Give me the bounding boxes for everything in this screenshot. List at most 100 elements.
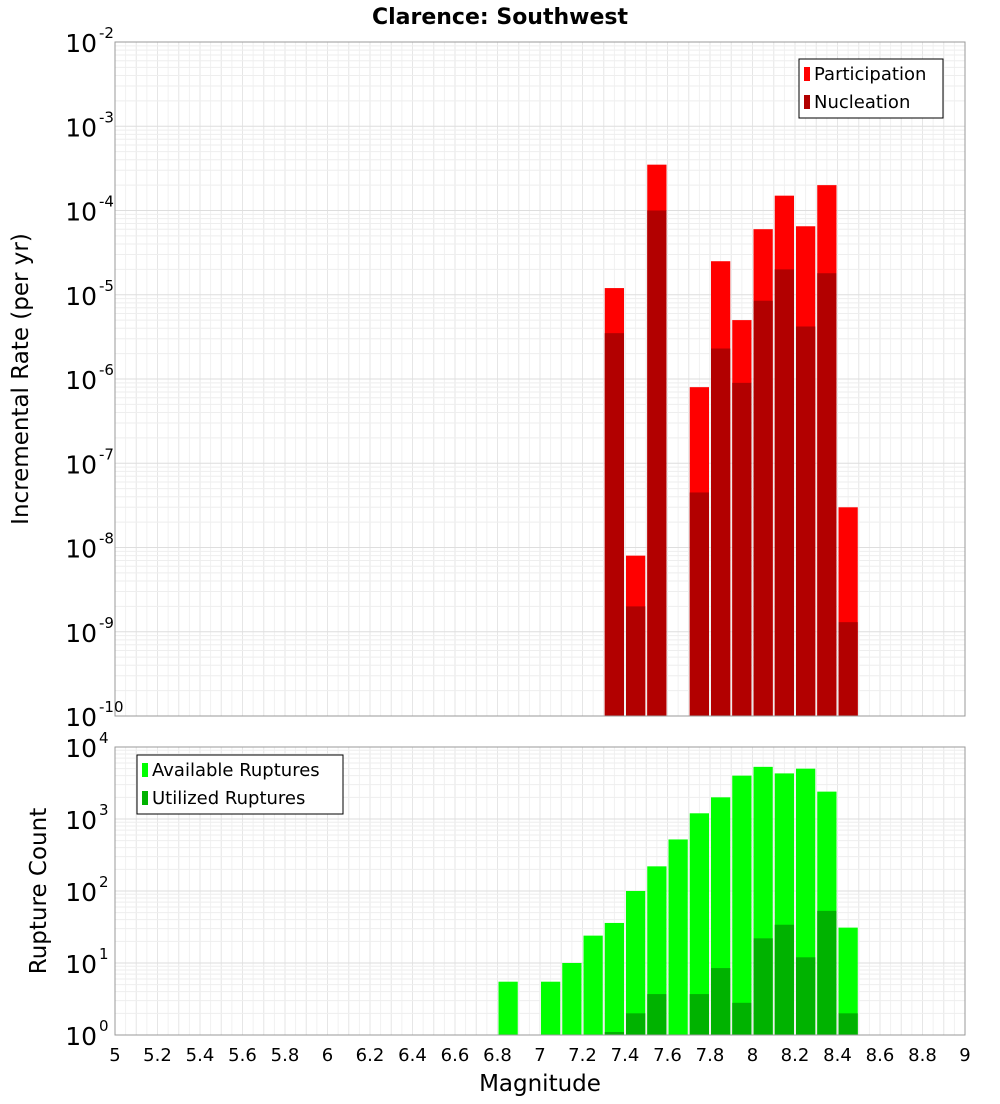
legend-swatch [142, 791, 148, 805]
x-tick-label: 6.2 [356, 1045, 385, 1066]
bar-available-ruptures [626, 891, 646, 1035]
y-tick-exponent: -10 [99, 698, 124, 716]
bar-available-ruptures [583, 935, 603, 1035]
y-tick-base: 10 [65, 366, 97, 395]
x-tick-label: 8.4 [823, 1045, 852, 1066]
bar-available-ruptures [604, 922, 624, 1035]
bar-available-ruptures [498, 981, 518, 1035]
legend-swatch [804, 95, 810, 109]
bar-nucleation [689, 492, 709, 716]
legend-box [136, 754, 344, 815]
legend-box [798, 58, 944, 119]
y-tick-base: 10 [65, 734, 97, 763]
legend-swatch [142, 763, 148, 777]
y-tick-exponent: 4 [99, 729, 109, 747]
bar-utilized-ruptures [796, 957, 816, 1035]
bar-available-ruptures [541, 981, 561, 1035]
legend-label: Available Ruptures [152, 760, 320, 781]
x-axis-label: Magnitude [479, 1071, 601, 1097]
y-tick-exponent: 3 [99, 801, 109, 819]
legend-1: Available Ruptures Utilized Ruptures [136, 754, 344, 815]
x-tick-label: 5.6 [228, 1045, 257, 1066]
bar-nucleation [626, 606, 646, 716]
x-tick-label: 8 [747, 1045, 758, 1066]
y-tick-exponent: -6 [99, 361, 114, 379]
y-tick-base: 10 [65, 29, 97, 58]
bar-available-ruptures [668, 839, 688, 1035]
bar-utilized-ruptures [711, 968, 731, 1035]
chart-title: Clarence: Southwest [372, 5, 629, 30]
bar-utilized-ruptures [838, 1013, 858, 1035]
bar-utilized-ruptures [753, 938, 773, 1035]
bar-available-ruptures [689, 813, 709, 1035]
y-tick-base: 10 [65, 950, 97, 979]
y-tick-base: 10 [65, 450, 97, 479]
y-tick-base: 10 [65, 198, 97, 227]
x-tick-label: 5.4 [186, 1045, 215, 1066]
legend-0: Participation Nucleation [798, 58, 944, 119]
bar-nucleation [838, 622, 858, 716]
bar-nucleation [647, 210, 667, 716]
x-tick-label: 7.2 [568, 1045, 597, 1066]
plot-frame-0 [114, 41, 966, 717]
bar-nucleation [817, 273, 837, 716]
y-tick-exponent: -8 [99, 530, 114, 548]
bar-utilized-ruptures [774, 924, 794, 1035]
plot-frame-1 [114, 746, 966, 1036]
y-tick-exponent: 1 [99, 945, 109, 963]
y-tick-exponent: -7 [99, 445, 114, 463]
y-tick-base: 10 [65, 619, 97, 648]
x-tick-label: 7 [534, 1045, 545, 1066]
legend-swatch [804, 67, 810, 81]
x-tick-label: 8.8 [908, 1045, 937, 1066]
x-tick-label: 8.6 [866, 1045, 895, 1066]
y-tick-base: 10 [65, 282, 97, 311]
y-axis-label-1: Rupture Count [26, 808, 52, 974]
bar-available-ruptures [647, 866, 667, 1035]
x-tick-label: 8.2 [781, 1045, 810, 1066]
x-tick-label: 6.4 [398, 1045, 427, 1066]
legend-label: Nucleation [814, 92, 910, 113]
y-tick-exponent: -3 [99, 108, 114, 126]
y-tick-base: 10 [65, 703, 97, 732]
y-tick-base: 10 [65, 535, 97, 564]
x-tick-label: 6.6 [441, 1045, 470, 1066]
y-tick-exponent: -2 [99, 24, 114, 42]
y-tick-exponent: -4 [99, 193, 114, 211]
y-axis-label-0: Incremental Rate (per yr) [8, 233, 34, 525]
bar-utilized-ruptures [732, 1002, 752, 1035]
bar-nucleation [796, 326, 816, 716]
x-tick-label: 5 [109, 1045, 120, 1066]
bar-nucleation [774, 269, 794, 716]
gridlines-0 [114, 42, 966, 717]
y-tick-exponent: 2 [99, 873, 109, 891]
bar-nucleation [732, 382, 752, 716]
y-tick-exponent: -5 [99, 277, 114, 295]
bar-available-ruptures [732, 775, 752, 1035]
bar-nucleation [753, 300, 773, 716]
bars-1 [498, 766, 858, 1035]
legend-label: Participation [814, 64, 926, 85]
x-tick-label: 5.8 [271, 1045, 300, 1066]
bar-available-ruptures [562, 963, 582, 1035]
x-tick-label: 7.8 [696, 1045, 725, 1066]
bar-available-ruptures [838, 927, 858, 1035]
x-tick-label: 7.4 [611, 1045, 640, 1066]
bar-nucleation [711, 348, 731, 716]
bars-0 [604, 164, 858, 717]
bar-nucleation [604, 333, 624, 716]
x-tick-label: 6 [322, 1045, 333, 1066]
y-tick-base: 10 [65, 113, 97, 142]
x-tick-label: 9 [959, 1045, 970, 1066]
y-tick-base: 10 [65, 1022, 97, 1051]
y-tick-base: 10 [65, 878, 97, 907]
legend-label: Utilized Ruptures [152, 788, 305, 809]
x-tick-label: 6.8 [483, 1045, 512, 1066]
bar-utilized-ruptures [817, 910, 837, 1035]
x-tick-label: 5.2 [143, 1045, 172, 1066]
y-tick-exponent: 0 [99, 1017, 109, 1035]
